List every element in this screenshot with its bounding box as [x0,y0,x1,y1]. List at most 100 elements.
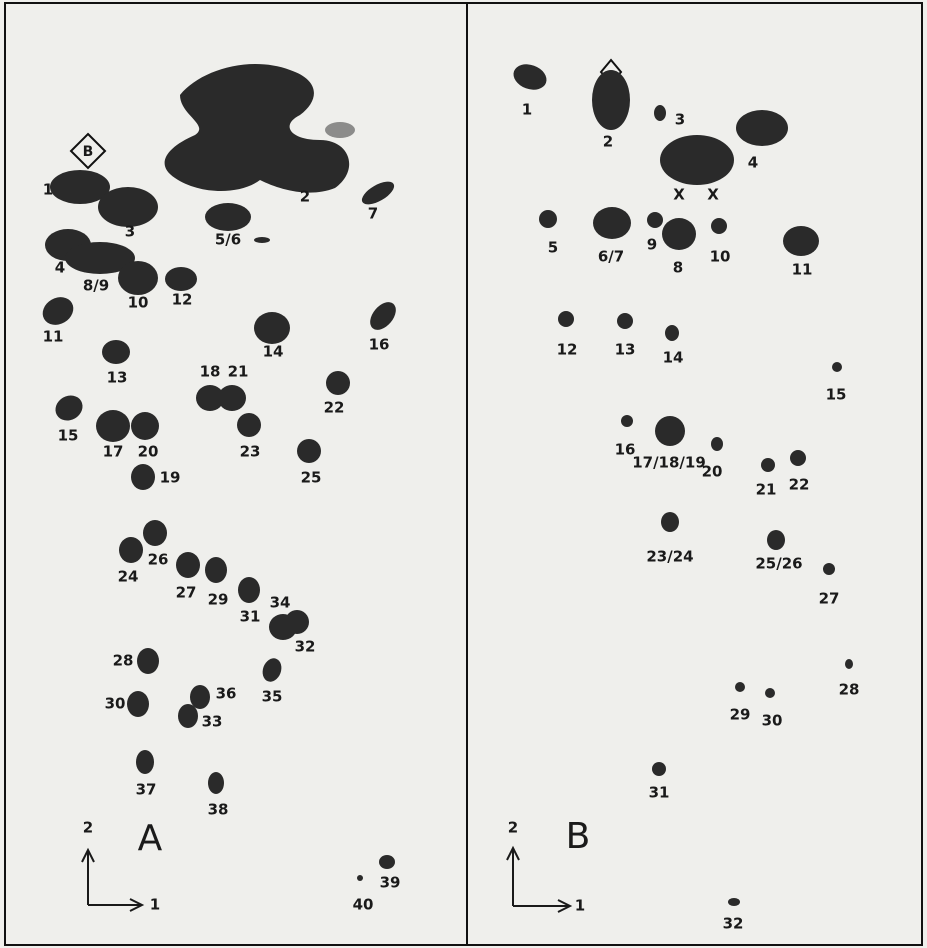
spot-label: 22 [789,476,810,494]
spot [178,704,198,728]
marker-label: B [83,144,94,160]
spot [783,226,819,256]
spot-label: 11 [792,261,813,279]
spot [98,187,158,227]
axis-label-x: 1 [150,896,160,914]
spot [254,312,290,344]
spot [143,520,167,546]
spot [190,685,210,709]
spot-label: 24 [118,568,139,586]
spot [665,325,679,341]
spot-label: 16 [369,336,390,354]
spot-label: 8 [673,259,683,277]
spot [131,464,155,490]
spot [326,371,350,395]
spot [728,898,740,906]
spot-label: 22 [324,399,345,417]
spot-label: 29 [730,706,751,724]
spot-label: 33 [202,713,223,731]
spot [285,610,309,634]
axis-label-y: 2 [83,819,93,837]
spot-label: 2 [300,188,310,206]
spot-label: 23/24 [646,548,693,566]
spot-label: 11 [43,328,64,346]
spot [823,563,835,575]
spot-label: 31 [649,784,670,802]
spot [205,203,251,231]
spot-label: 17 [103,443,124,461]
spot [711,218,727,234]
spot-label: 13 [615,341,636,359]
spot [845,659,853,669]
spot-label: 5/6 [215,231,241,249]
x-mark: X [707,186,719,204]
spot-label: 40 [353,896,374,914]
spot-label: 2 [603,133,613,151]
spot [118,261,158,295]
spot-label: 30 [105,695,126,713]
spot-label: 26 [148,551,169,569]
spot-label: 34 [270,594,291,612]
spot [655,416,685,446]
spot-label: 12 [557,341,578,359]
spot-label: 28 [839,681,860,699]
spot [736,110,788,146]
spot-label: 3 [125,223,135,241]
spot [593,207,631,239]
spot [119,537,143,563]
spot-label: 23 [240,443,261,461]
spot-label: 15 [826,386,847,404]
spot [379,855,395,869]
panel-letter: A [138,818,163,859]
panel-letter: B [566,816,591,857]
spot [208,772,224,794]
spot-label: 32 [295,638,316,656]
spot [218,385,246,411]
spot-label: 12 [172,291,193,309]
spot-label: 19 [160,469,181,487]
spot-label: 32 [723,915,744,933]
spot [137,648,159,674]
spot [592,70,630,130]
spot-label: 4 [55,259,65,277]
spot [539,210,557,228]
spot-label: 20 [702,463,723,481]
spot [652,762,666,776]
spot-label: 25 [301,469,322,487]
spot-label: 9 [647,236,657,254]
spot-label: 10 [710,248,731,266]
spot-label: 13 [107,369,128,387]
spot [761,458,775,472]
spot-label: 10 [128,294,149,312]
spot [765,688,775,698]
spot-label: 1 [43,181,53,199]
spot-label: 6/7 [598,248,624,266]
spot-label: 25/26 [755,555,802,573]
spot-label: 5 [548,239,558,257]
spot [165,267,197,291]
spot [617,313,633,329]
spot-label: 7 [368,205,378,223]
spot [647,212,663,228]
spot [176,552,200,578]
spot [661,512,679,532]
spot [357,875,363,881]
spot [662,218,696,250]
spot-label: 1 [522,101,532,119]
spot [621,415,633,427]
spot-label: 14 [663,349,684,367]
spot-label: 3 [675,111,685,129]
spot [131,412,159,440]
axis-label-x: 1 [575,897,585,915]
spot-label: 29 [208,591,229,609]
spot-label: 38 [208,801,229,819]
figure: B 2 1 A 2 1 B X X 135/62748/910121114161… [0,0,927,948]
spot-label: 37 [136,781,157,799]
spot-label: 28 [113,652,134,670]
spot [297,439,321,463]
spot-label: 39 [380,874,401,892]
spot-label: 15 [58,427,79,445]
spot [735,682,745,692]
spot [102,340,130,364]
spot [832,362,842,372]
